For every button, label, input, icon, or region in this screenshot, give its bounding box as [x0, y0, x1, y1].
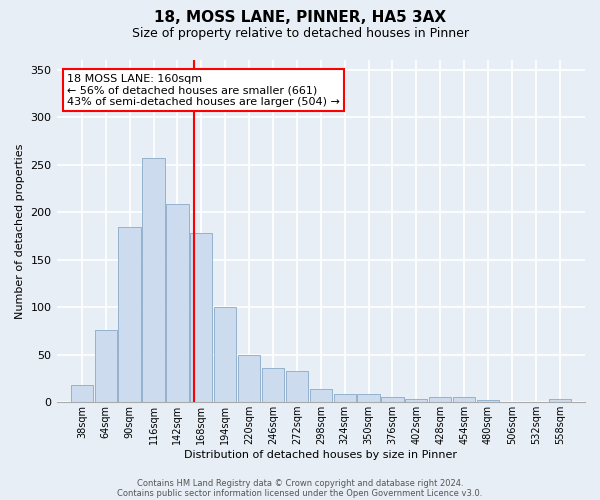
- Bar: [405, 400, 427, 402]
- Bar: [142, 158, 164, 402]
- Bar: [334, 394, 356, 402]
- Bar: [238, 354, 260, 402]
- Bar: [382, 398, 404, 402]
- Text: Size of property relative to detached houses in Pinner: Size of property relative to detached ho…: [131, 28, 469, 40]
- Bar: [214, 307, 236, 402]
- Bar: [453, 398, 475, 402]
- Bar: [429, 398, 451, 402]
- Text: 18 MOSS LANE: 160sqm
← 56% of detached houses are smaller (661)
43% of semi-deta: 18 MOSS LANE: 160sqm ← 56% of detached h…: [67, 74, 340, 107]
- Bar: [262, 368, 284, 402]
- Bar: [286, 371, 308, 402]
- Bar: [548, 400, 571, 402]
- X-axis label: Distribution of detached houses by size in Pinner: Distribution of detached houses by size …: [184, 450, 457, 460]
- Bar: [310, 389, 332, 402]
- Bar: [358, 394, 380, 402]
- Text: Contains public sector information licensed under the Open Government Licence v3: Contains public sector information licen…: [118, 488, 482, 498]
- Bar: [118, 228, 141, 402]
- Bar: [71, 385, 93, 402]
- Bar: [190, 233, 212, 402]
- Bar: [477, 400, 499, 402]
- Text: Contains HM Land Registry data © Crown copyright and database right 2024.: Contains HM Land Registry data © Crown c…: [137, 478, 463, 488]
- Text: 18, MOSS LANE, PINNER, HA5 3AX: 18, MOSS LANE, PINNER, HA5 3AX: [154, 10, 446, 25]
- Bar: [95, 330, 117, 402]
- Y-axis label: Number of detached properties: Number of detached properties: [15, 144, 25, 319]
- Bar: [166, 204, 188, 402]
